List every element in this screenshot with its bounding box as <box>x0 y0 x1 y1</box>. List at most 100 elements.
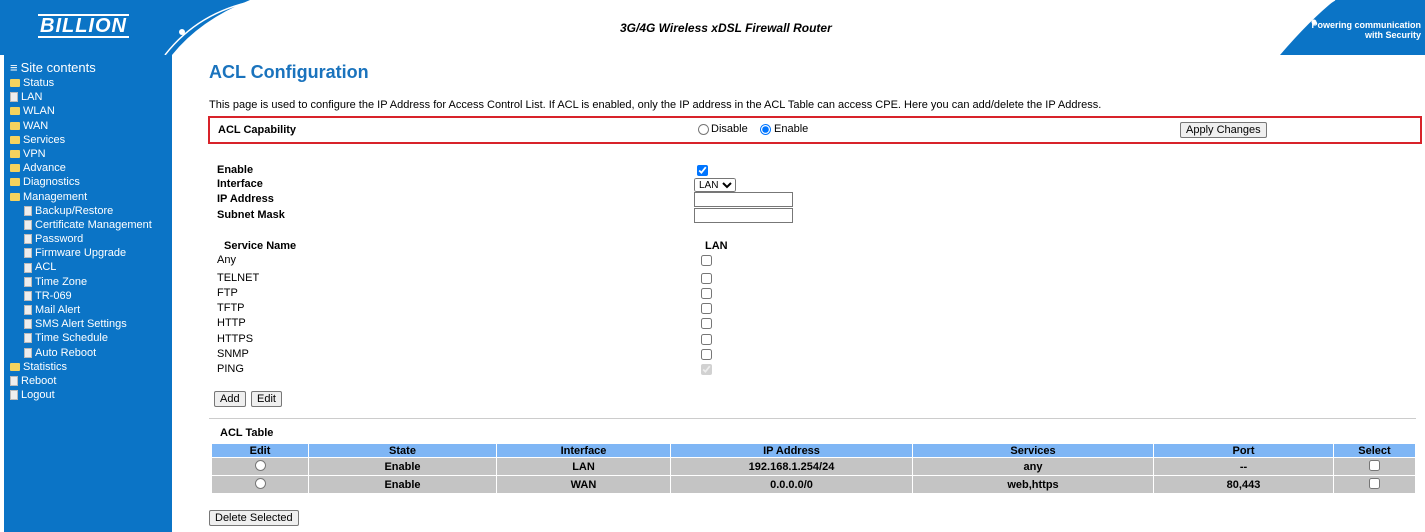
sidebar-item-diagnostics[interactable]: Diagnostics <box>10 175 170 189</box>
table-cell: 0.0.0.0/0 <box>671 476 912 493</box>
folder-icon <box>10 150 20 159</box>
sidebar-item-logout[interactable]: Logout <box>10 388 170 402</box>
tree-root-icon: ≡ <box>10 60 18 76</box>
table-row: Enable LAN 192.168.1.254/24 any -- <box>212 458 1415 475</box>
sidebar-item-auto-reboot[interactable]: Auto Reboot <box>10 346 170 360</box>
tagline: Powering communication with Security <box>1311 20 1421 40</box>
service-label: Any <box>217 254 236 266</box>
service-https-checkbox[interactable] <box>701 334 712 345</box>
sidebar-item-mail-alert[interactable]: Mail Alert <box>10 303 170 317</box>
sidebar-item-management[interactable]: Management <box>10 190 170 204</box>
enable-radio[interactable]: Enable <box>760 123 808 135</box>
sidebar-item-sms-alert-settings[interactable]: SMS Alert Settings <box>10 317 170 331</box>
sidebar-item-status[interactable]: Status <box>10 76 170 90</box>
edit-button[interactable]: Edit <box>251 391 282 407</box>
page-icon <box>10 376 18 387</box>
interface-label: Interface <box>217 178 263 190</box>
table-cell: 80,443 <box>1154 476 1333 493</box>
page-icon <box>10 92 18 103</box>
enable-label: Enable <box>217 164 254 176</box>
sidebar-item-advance[interactable]: Advance <box>10 161 170 175</box>
service-tftp-checkbox[interactable] <box>701 303 712 314</box>
sidebar-item-services[interactable]: Services <box>10 133 170 147</box>
divider <box>209 418 1416 419</box>
sidebar-item-firmware-upgrade[interactable]: Firmware Upgrade <box>10 246 170 260</box>
acl-table-title: ACL Table <box>220 427 274 439</box>
edit-radio[interactable] <box>254 477 266 489</box>
table-cell: Enable <box>309 476 496 493</box>
header-swoosh-right <box>1269 0 1425 55</box>
acl-capability-label: ACL Capability <box>218 124 297 136</box>
sidebar-item-lan[interactable]: LAN <box>10 90 170 104</box>
sidebar-item-backup-restore[interactable]: Backup/Restore <box>10 204 170 218</box>
ip-address-input[interactable] <box>694 192 793 207</box>
select-checkbox[interactable] <box>1369 477 1380 489</box>
service-label: SNMP <box>217 348 249 360</box>
table-cell: web,https <box>913 476 1153 493</box>
add-button[interactable]: Add <box>214 391 246 407</box>
service-telnet-checkbox[interactable] <box>701 273 712 284</box>
product-title: 3G/4G Wireless xDSL Firewall Router <box>620 21 832 35</box>
sidebar-item-time-schedule[interactable]: Time Schedule <box>10 331 170 345</box>
table-cell: WAN <box>497 476 670 493</box>
select-checkbox[interactable] <box>1369 459 1380 471</box>
folder-icon <box>10 135 20 144</box>
edit-radio[interactable] <box>254 459 266 471</box>
folder-icon <box>10 79 20 88</box>
column-header: State <box>309 444 496 457</box>
page-icon <box>24 305 32 316</box>
service-snmp-checkbox[interactable] <box>701 349 712 360</box>
page-icon <box>24 205 32 216</box>
page-icon <box>24 234 32 245</box>
service-ping-checkbox[interactable] <box>701 364 712 375</box>
sidebar-item-vpn[interactable]: VPN <box>10 147 170 161</box>
sidebar-tree: ≡ Site contents Status LAN WLAN WAN Services V… <box>10 61 170 402</box>
acl-table: Edit State Interface IP Address Services Port… <box>211 443 1416 494</box>
service-ftp-checkbox[interactable] <box>701 288 712 299</box>
service-label: HTTPS <box>217 333 254 345</box>
service-label: TELNET <box>217 272 260 284</box>
site-contents: ≡ Site contents <box>10 60 96 76</box>
service-http-checkbox[interactable] <box>701 318 712 329</box>
folder-icon <box>10 178 20 187</box>
disable-radio[interactable]: Disable <box>698 123 748 135</box>
service-name-header: Service Name <box>224 240 297 252</box>
column-header: Select <box>1334 444 1415 457</box>
folder-icon <box>10 362 20 371</box>
interface-select[interactable]: LAN <box>694 178 736 192</box>
sidebar-item-acl[interactable]: ACL <box>10 260 170 274</box>
sidebar-item-tr-069[interactable]: TR-069 <box>10 289 170 303</box>
column-header: Port <box>1154 444 1333 457</box>
page-description: This page is used to configure the IP Ad… <box>209 99 1102 111</box>
column-header: Edit <box>212 444 308 457</box>
column-header: Interface <box>497 444 670 457</box>
sidebar-list: Status LAN WLAN WAN Services VPN Advance Diagno… <box>10 76 170 402</box>
subnet-mask-input[interactable] <box>694 208 793 223</box>
service-label: FTP <box>217 287 238 299</box>
page-icon <box>24 219 32 230</box>
service-label: TFTP <box>217 302 245 314</box>
header-swoosh-left <box>0 0 261 55</box>
enable-checkbox[interactable] <box>697 165 708 176</box>
table-cell: -- <box>1154 458 1333 475</box>
table-cell: any <box>913 458 1153 475</box>
delete-selected-button[interactable]: Delete Selected <box>209 510 299 526</box>
page-icon <box>24 333 32 344</box>
sidebar-item-wan[interactable]: WAN <box>10 119 170 133</box>
apply-changes-button[interactable]: Apply Changes <box>1180 122 1267 138</box>
column-header: Services <box>913 444 1153 457</box>
sidebar-item-statistics[interactable]: Statistics <box>10 360 170 374</box>
sidebar-item-wlan[interactable]: WLAN <box>10 104 170 118</box>
page-icon <box>24 276 32 287</box>
page-title: ACL Configuration <box>209 62 369 82</box>
service-any-checkbox[interactable] <box>701 255 712 266</box>
page-icon <box>24 347 32 358</box>
service-label: HTTP <box>217 317 246 329</box>
table-row: Enable WAN 0.0.0.0/0 web,https 80,443 <box>212 476 1415 493</box>
sidebar-item-certificate-management[interactable]: Certificate Management <box>10 218 170 232</box>
sidebar-item-password[interactable]: Password <box>10 232 170 246</box>
sidebar-item-reboot[interactable]: Reboot <box>10 374 170 388</box>
header: BILLION 3G/4G Wireless xDSL Firewall Rou… <box>0 0 1425 55</box>
sidebar-item-time-zone[interactable]: Time Zone <box>10 275 170 289</box>
page-icon <box>24 248 32 259</box>
